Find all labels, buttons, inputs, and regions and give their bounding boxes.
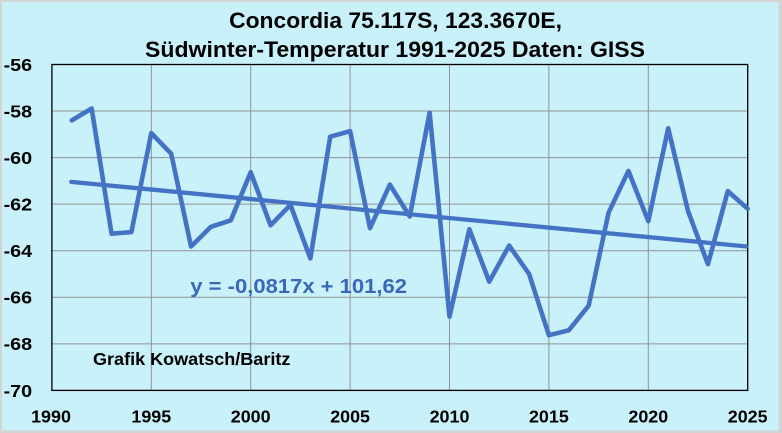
svg-text:-58: -58	[4, 101, 33, 121]
svg-text:2020: 2020	[628, 407, 668, 427]
svg-text:-64: -64	[4, 241, 33, 261]
svg-text:2000: 2000	[231, 407, 271, 427]
svg-text:1995: 1995	[131, 407, 171, 427]
svg-text:Südwinter-Temperatur 1991-2025: Südwinter-Temperatur 1991-2025 Daten: GI…	[145, 37, 645, 61]
svg-text:-70: -70	[4, 381, 33, 401]
svg-text:2010: 2010	[430, 407, 470, 427]
svg-text:2025: 2025	[728, 407, 768, 427]
svg-text:Grafik Kowatsch/Baritz: Grafik Kowatsch/Baritz	[93, 349, 290, 369]
svg-text:Concordia 75.117S, 123.3670E,: Concordia 75.117S, 123.3670E,	[229, 8, 562, 33]
svg-text:2005: 2005	[330, 407, 370, 427]
svg-text:1990: 1990	[31, 407, 71, 427]
svg-text:-62: -62	[4, 195, 33, 215]
svg-text:-68: -68	[4, 334, 33, 354]
svg-text:2015: 2015	[529, 407, 569, 427]
svg-text:-56: -56	[4, 55, 33, 75]
svg-text:-60: -60	[4, 148, 33, 168]
svg-text:-66: -66	[4, 288, 33, 308]
svg-text:y = -0,0817x + 101,62: y = -0,0817x + 101,62	[190, 275, 407, 298]
